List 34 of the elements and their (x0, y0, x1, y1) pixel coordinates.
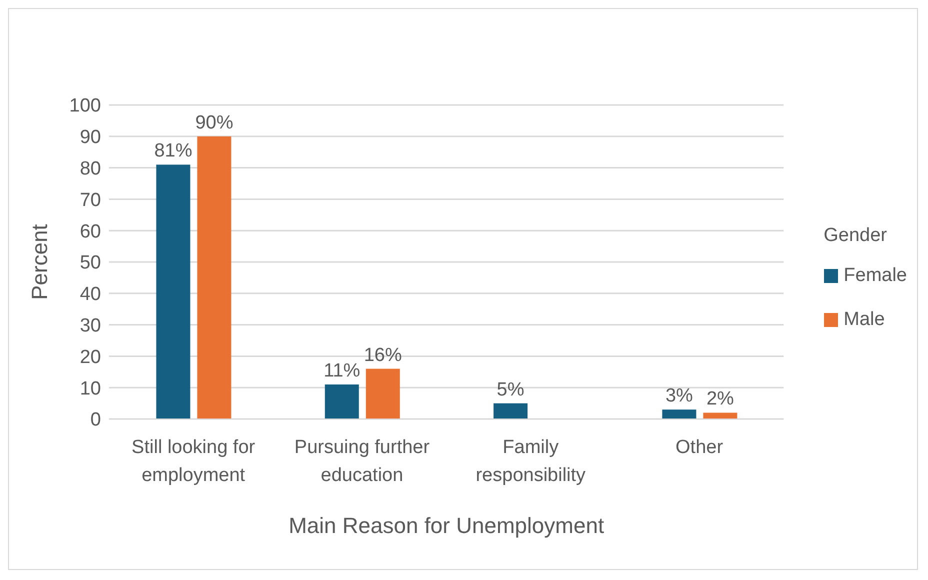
x-tick-label: Family responsibility (476, 437, 586, 486)
y-tick-label: 30 (80, 316, 101, 337)
data-label: 81% (154, 140, 192, 162)
y-tick-label: 50 (80, 252, 101, 274)
data-label: 5% (496, 379, 524, 400)
x-tick-label: Still looking for employment (132, 437, 256, 486)
x-tick-label: Other (676, 437, 724, 458)
x-axis-title: Main Reason for Unemployment (288, 513, 604, 538)
bar (703, 412, 738, 419)
legend-label: Female (844, 265, 907, 287)
y-tick-label: 80 (80, 158, 101, 180)
y-tick-label: 100 (69, 96, 101, 117)
bar (662, 410, 696, 419)
legend-title: Gender (824, 225, 888, 247)
y-tick-label: 70 (80, 190, 101, 211)
bar (324, 384, 359, 419)
bar (197, 136, 232, 419)
y-tick-label: 20 (80, 346, 101, 368)
data-label: 90% (195, 112, 234, 134)
y-tick-label: 90 (80, 127, 101, 148)
y-tick-label: 60 (80, 221, 101, 242)
x-tick-label: Pursuing further education (294, 437, 430, 486)
data-label: 16% (364, 344, 402, 366)
legend-label: Male (844, 309, 885, 331)
data-label: 3% (665, 386, 694, 407)
data-label: 2% (706, 388, 734, 410)
y-axis-title: Percent (26, 224, 52, 300)
y-tick-label: 40 (80, 284, 101, 306)
bar (156, 164, 190, 419)
bar (494, 403, 528, 419)
y-tick-label: 10 (80, 378, 101, 400)
bar (366, 368, 400, 419)
y-tick-label: 0 (90, 410, 101, 431)
data-label: 11% (324, 360, 360, 382)
